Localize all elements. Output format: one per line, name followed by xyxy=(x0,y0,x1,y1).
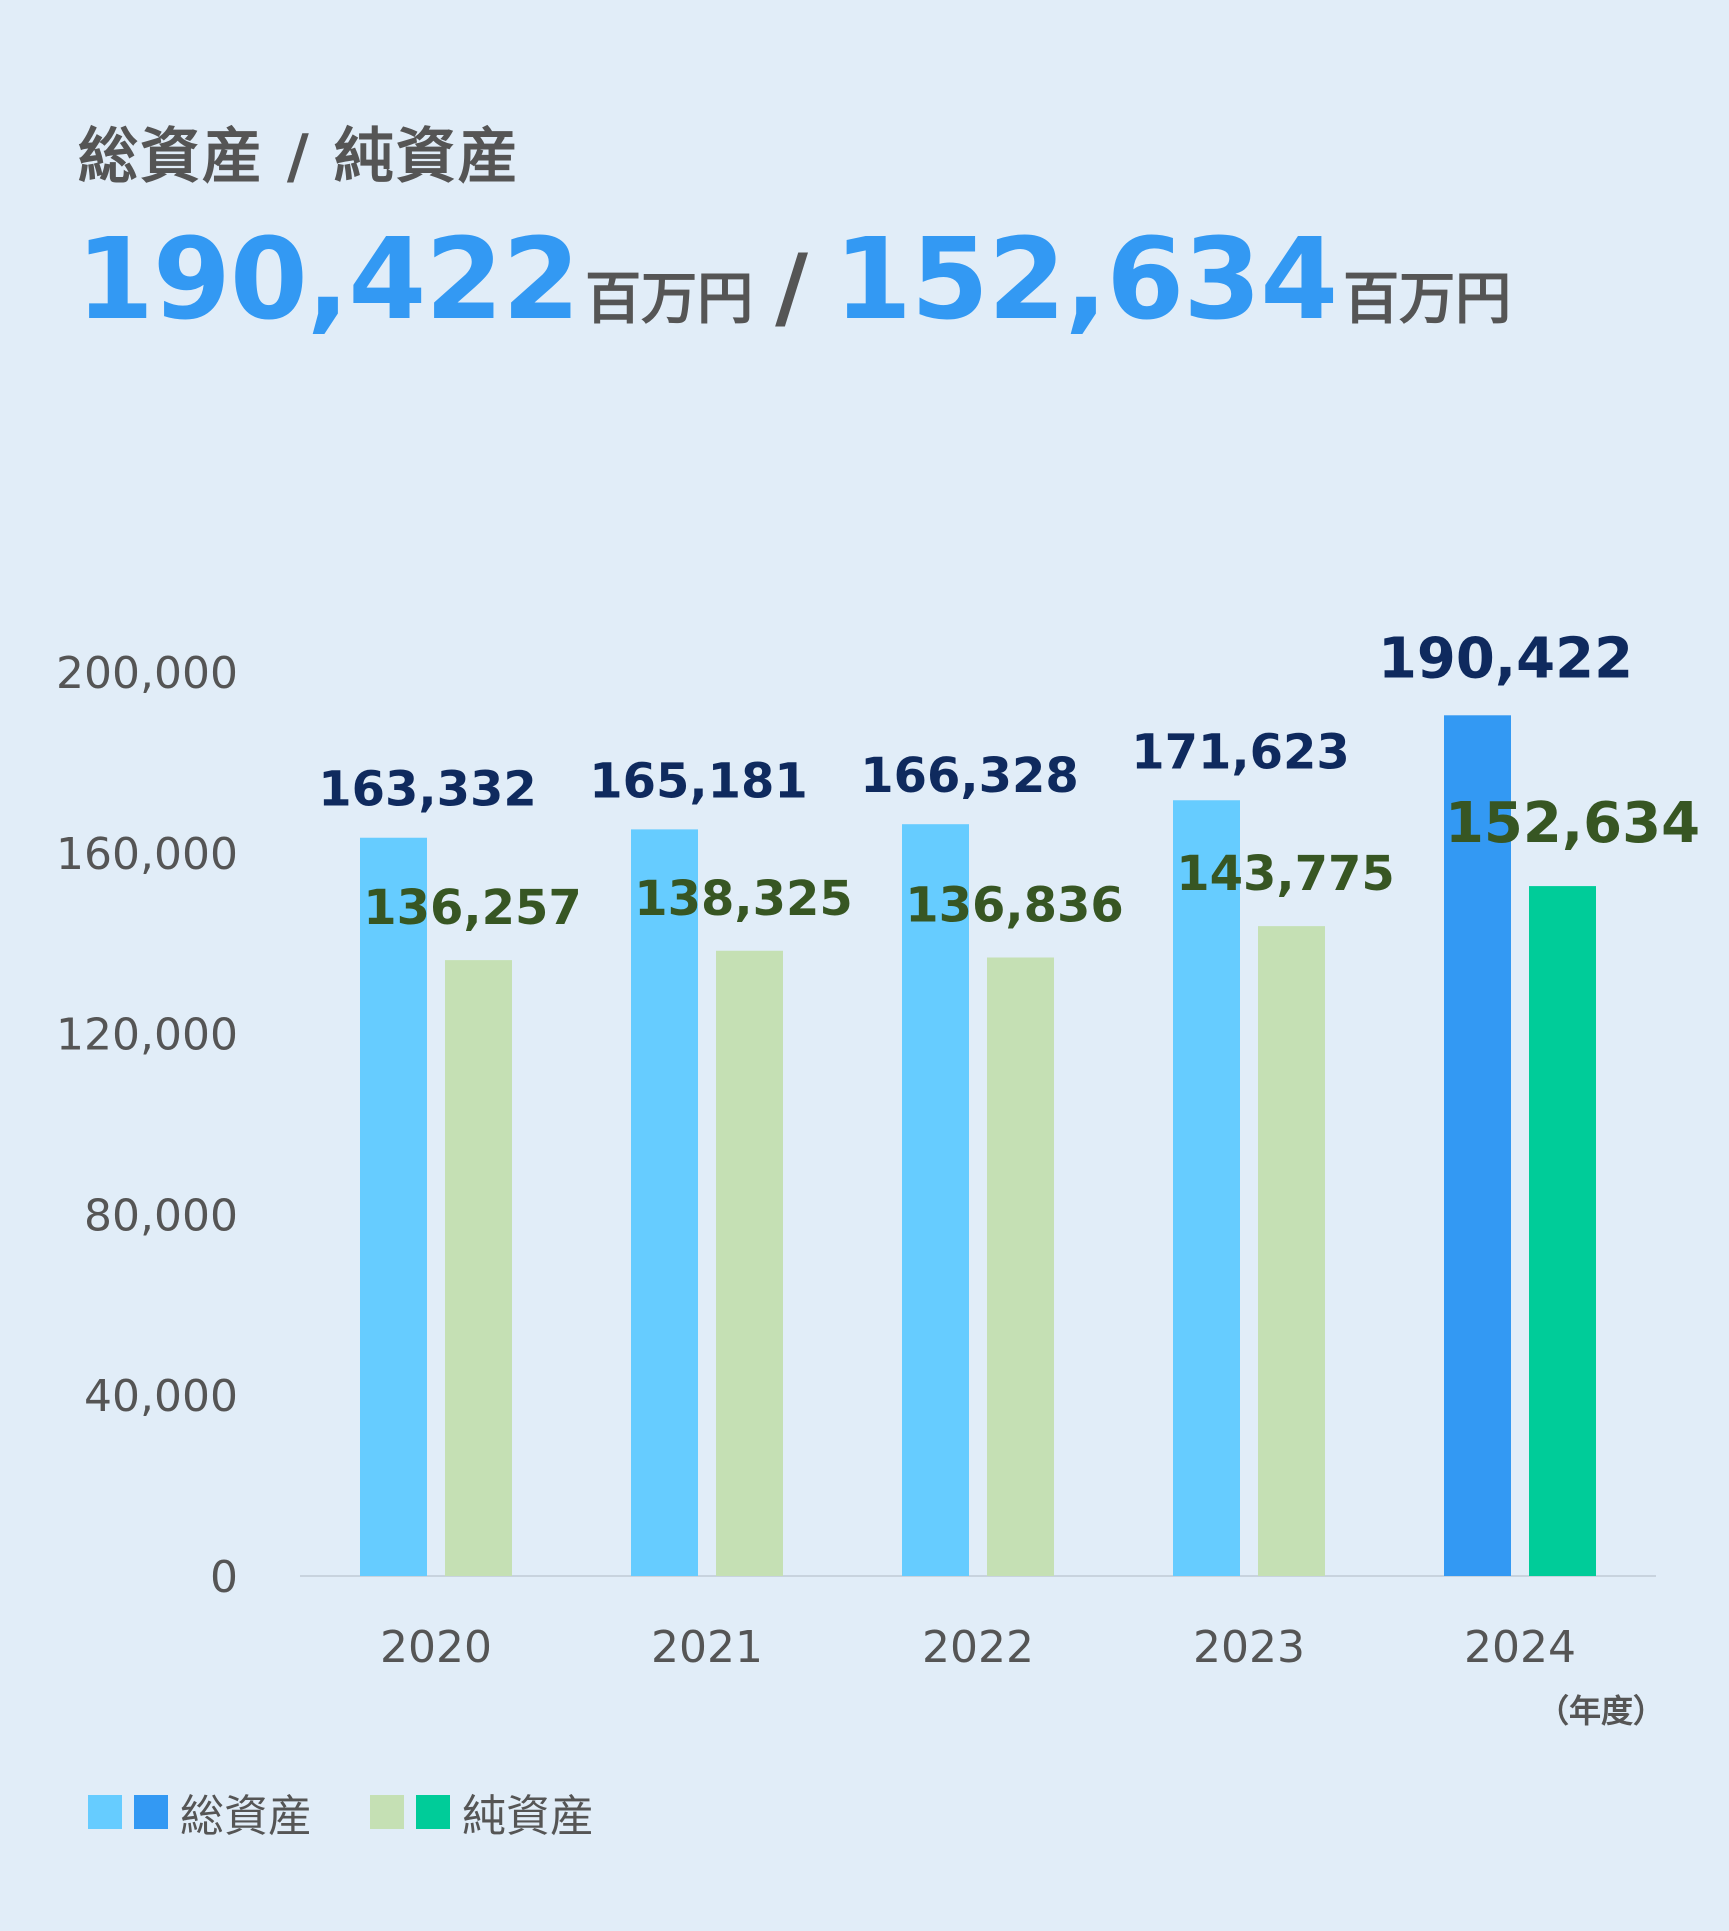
x-tick-label: 2024 xyxy=(1464,1622,1576,1673)
y-tick-label: 120,000 xyxy=(56,1010,238,1061)
data-label-total-assets: 165,181 xyxy=(589,753,808,809)
x-axis-unit-label: （年度） xyxy=(1537,1692,1665,1730)
data-label-total-assets: 171,623 xyxy=(1131,724,1350,780)
bar-net-assets xyxy=(1529,886,1596,1576)
legend-label-net-assets: 純資産 xyxy=(462,1791,594,1842)
headline-figures: 190,422 百万円 / 152,634 百万円 xyxy=(76,215,1511,345)
y-tick-label: 160,000 xyxy=(56,829,238,880)
y-tick-label: 80,000 xyxy=(84,1190,238,1241)
legend-swatch-net-assets-latest xyxy=(416,1795,450,1829)
bar-total-assets xyxy=(360,837,427,1576)
bar-net-assets xyxy=(716,950,783,1576)
data-label-net-assets: 136,257 xyxy=(363,880,582,936)
total-assets-unit: 百万円 xyxy=(585,267,754,332)
legend: 総資産 純資産 xyxy=(88,1780,652,1844)
y-tick-label: 40,000 xyxy=(84,1371,238,1422)
x-tick-label: 2023 xyxy=(1193,1622,1305,1673)
total-assets-value: 190,422 xyxy=(76,215,580,345)
y-tick-label: 0 xyxy=(210,1552,238,1603)
bar-total-assets xyxy=(902,824,969,1576)
legend-swatch-total-assets-latest xyxy=(134,1795,168,1829)
data-label-net-assets: 152,634 xyxy=(1445,791,1700,856)
data-label-net-assets: 136,836 xyxy=(905,878,1124,934)
y-tick-label: 200,000 xyxy=(56,648,238,699)
data-label-net-assets: 138,325 xyxy=(634,871,853,927)
data-label-total-assets: 166,328 xyxy=(860,748,1079,804)
net-assets-unit: 百万円 xyxy=(1343,267,1512,332)
chart-title: 総資産 / 純資産 xyxy=(78,122,520,192)
net-assets-value: 152,634 xyxy=(834,215,1338,345)
bar-net-assets xyxy=(987,957,1054,1576)
bar-net-assets xyxy=(1258,926,1325,1576)
bar-chart: 0 40,000 80,000 120,000 160,000 200,000 163,33… xyxy=(56,626,1700,1730)
bar-total-assets xyxy=(1173,800,1240,1576)
bar-net-assets xyxy=(445,960,512,1576)
data-label-total-assets: 163,332 xyxy=(318,762,537,818)
bar-total-assets xyxy=(631,829,698,1576)
legend-label-total-assets: 総資産 xyxy=(180,1791,312,1842)
data-label-net-assets: 143,775 xyxy=(1176,846,1395,902)
data-label-total-assets: 190,422 xyxy=(1378,626,1633,691)
x-tick-label: 2022 xyxy=(922,1622,1034,1673)
x-tick-label: 2020 xyxy=(380,1622,492,1673)
headline-separator: / xyxy=(775,235,808,340)
legend-swatch-net-assets xyxy=(370,1795,404,1829)
x-tick-label: 2021 xyxy=(651,1622,763,1673)
bar-total-assets xyxy=(1444,715,1511,1576)
legend-swatch-total-assets xyxy=(88,1795,122,1829)
